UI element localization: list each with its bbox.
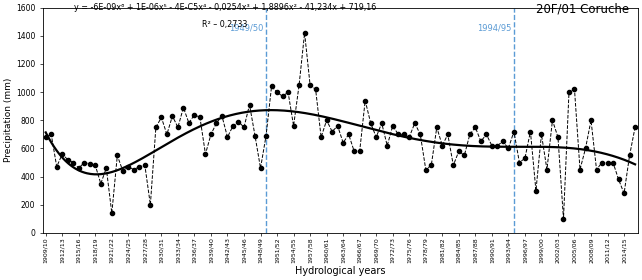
Text: y = -6E-09x⁶ + 1E-06x⁵ - 4E-C5x⁴ - 0,0254x³ + 1,8896x² - 41,234x + 719,16: y = -6E-09x⁶ + 1E-06x⁵ - 4E-C5x⁴ - 0,025… [74, 3, 376, 12]
Text: 1994/95: 1994/95 [477, 23, 511, 32]
Text: R² – 0,2733: R² – 0,2733 [202, 20, 247, 29]
X-axis label: Hydrological years: Hydrological years [295, 266, 386, 276]
Text: 20F/01 Coruche: 20F/01 Coruche [536, 3, 629, 16]
Y-axis label: Precipitation (mm): Precipitation (mm) [4, 78, 13, 162]
Text: 1949/50: 1949/50 [229, 23, 263, 32]
